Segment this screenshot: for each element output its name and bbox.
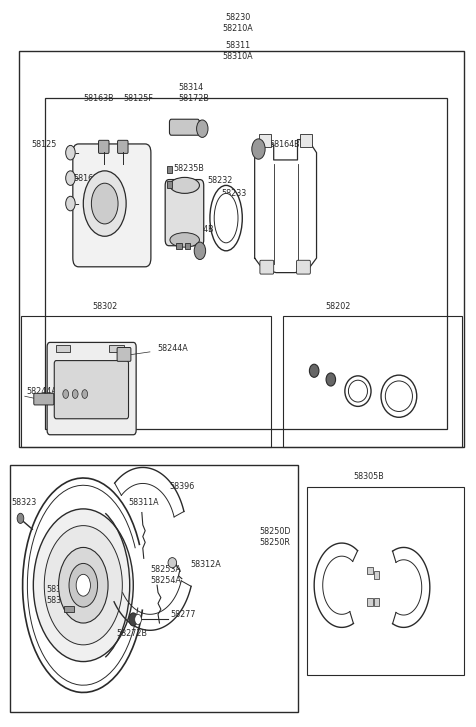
Text: 58232: 58232 [207,177,232,185]
Text: 58235B: 58235B [174,164,205,173]
Text: 58125: 58125 [31,140,56,149]
Text: 58253A
58254A: 58253A 58254A [150,566,181,585]
Circle shape [135,614,141,624]
Bar [167,166,172,173]
Circle shape [129,613,138,626]
Bar [64,606,74,612]
Bar [367,598,373,606]
Bar [307,487,464,675]
Text: 58277: 58277 [170,611,196,619]
Text: 58163B: 58163B [74,174,104,183]
Bar [45,98,447,429]
Text: 58311
58310A: 58311 58310A [223,41,253,61]
Circle shape [76,574,90,596]
Bar [109,345,124,352]
Ellipse shape [386,381,412,411]
FancyBboxPatch shape [73,144,151,267]
Bar [374,571,379,579]
Bar [185,243,190,249]
Circle shape [197,120,208,137]
FancyBboxPatch shape [47,342,136,435]
Circle shape [72,390,78,398]
Text: 58222: 58222 [171,213,197,222]
FancyBboxPatch shape [117,348,131,361]
FancyBboxPatch shape [118,140,128,153]
Bar [367,567,373,574]
Circle shape [59,547,108,623]
Text: 58250D
58250R: 58250D 58250R [259,527,291,547]
Ellipse shape [326,373,336,386]
Bar [176,243,182,249]
Text: 58230
58210A: 58230 58210A [223,13,253,33]
Bar [300,134,312,147]
Bar [374,598,379,606]
Text: 58312A: 58312A [190,560,221,569]
Text: 58163B: 58163B [83,95,114,103]
Ellipse shape [170,177,199,193]
Text: 58164B: 58164B [183,225,214,234]
Text: 58302: 58302 [92,302,118,311]
FancyBboxPatch shape [54,361,129,419]
Circle shape [33,509,133,662]
Circle shape [44,526,122,645]
FancyBboxPatch shape [260,260,274,274]
Circle shape [91,183,118,224]
Circle shape [17,513,24,523]
Ellipse shape [170,233,199,247]
Bar [259,134,271,147]
Text: 58125F: 58125F [124,95,154,103]
Circle shape [66,196,75,211]
Ellipse shape [348,380,367,402]
Circle shape [82,390,88,398]
Ellipse shape [214,193,238,243]
Circle shape [252,139,265,159]
Bar [21,316,271,447]
Bar [167,181,172,188]
FancyBboxPatch shape [99,140,109,153]
Ellipse shape [168,558,177,568]
Text: 58305B: 58305B [354,473,384,481]
Text: 58202: 58202 [325,302,351,311]
Text: 58365
58355: 58365 58355 [47,585,72,605]
Text: 58314
58172B: 58314 58172B [178,84,209,103]
Text: 58244A: 58244A [157,344,188,353]
Text: 58244A: 58244A [26,387,57,396]
Bar [56,345,70,352]
Text: 58221: 58221 [178,121,204,129]
Text: 58396: 58396 [169,482,194,491]
Circle shape [66,171,75,185]
Circle shape [83,171,126,236]
Text: 58233: 58233 [221,189,247,198]
Bar [283,316,462,447]
FancyBboxPatch shape [169,119,199,135]
Circle shape [63,390,69,398]
Text: 58311A: 58311A [129,499,159,507]
Text: 58323: 58323 [11,499,36,507]
FancyBboxPatch shape [297,260,310,274]
Circle shape [66,145,75,160]
Bar [19,51,464,447]
Circle shape [194,242,206,260]
Ellipse shape [309,364,319,377]
Text: 58164B: 58164B [269,140,299,149]
Bar [10,465,298,712]
FancyBboxPatch shape [165,180,204,246]
FancyBboxPatch shape [34,393,54,405]
Text: 58272B: 58272B [117,630,148,638]
Circle shape [69,563,98,607]
